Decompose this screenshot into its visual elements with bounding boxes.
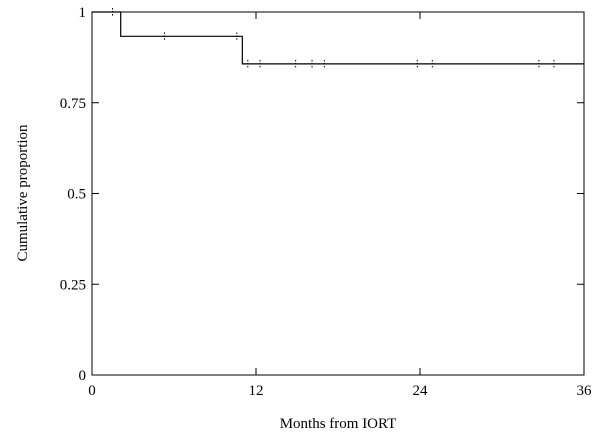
y-axis-title: Cumulative proportion: [15, 124, 31, 262]
x-tick-label: 0: [88, 383, 96, 399]
y-tick-label: 0.25: [60, 277, 86, 293]
x-tick-label: 12: [249, 383, 264, 399]
y-axis-ticks: 0 0.25 0.5 0.75 1: [60, 5, 584, 384]
series-layer: [92, 8, 584, 68]
plot-frame: [91, 11, 585, 376]
y-tick-label: 0.75: [60, 96, 86, 112]
x-tick-label: 24: [413, 383, 429, 399]
survival-curve: [92, 11, 584, 65]
x-axis-title: Months from IORT: [280, 416, 397, 432]
x-tick-label: 36: [577, 383, 593, 399]
x-axis-ticks: 0 12 24 36: [88, 12, 592, 399]
y-tick-label: 1: [79, 5, 87, 21]
y-tick-label: 0: [79, 368, 87, 384]
y-tick-label: 0.5: [67, 187, 86, 203]
